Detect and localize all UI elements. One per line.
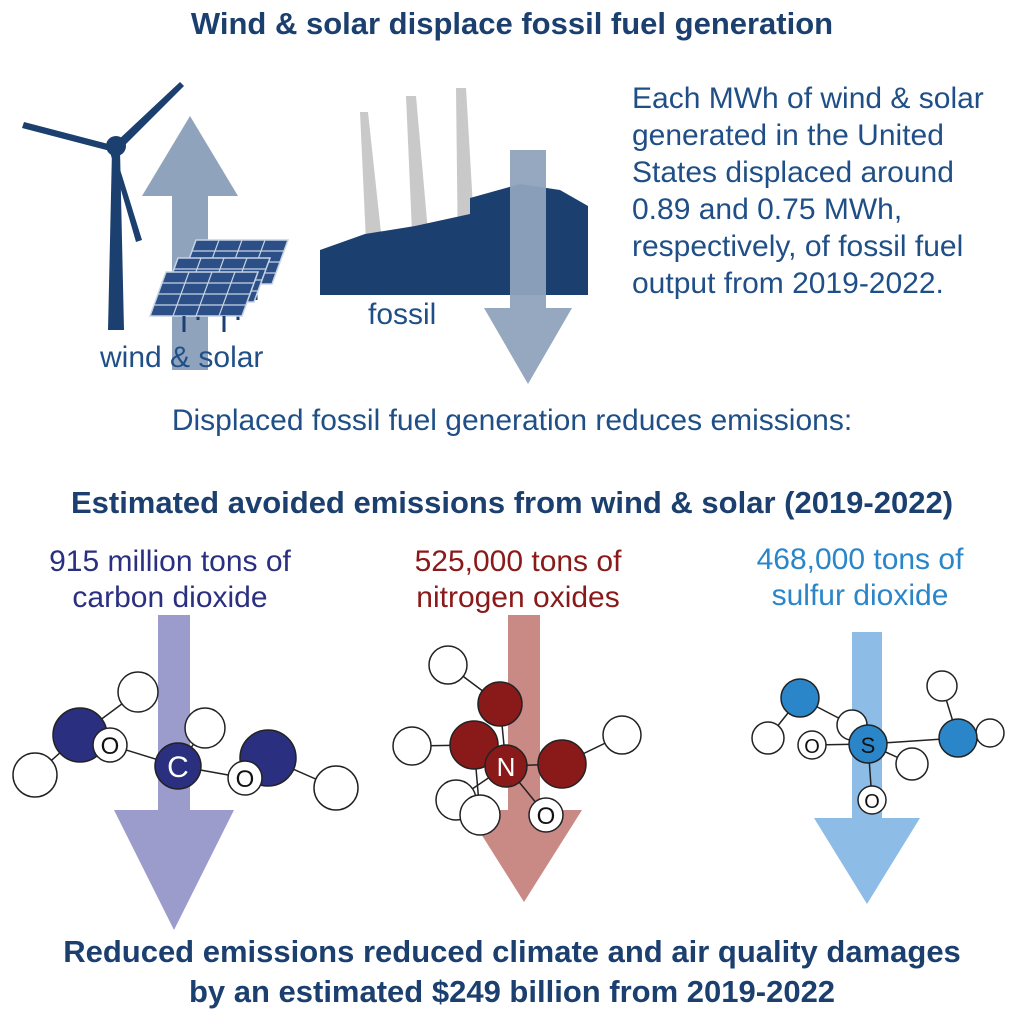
down-arrow-icon <box>484 150 572 384</box>
molecule-icon: O C O <box>12 615 359 930</box>
up-arrow-icon <box>142 116 238 370</box>
description-line: generated in the United <box>632 119 944 152</box>
emission-amount: 525,000 tons of <box>414 545 622 578</box>
emission-gas: nitrogen oxides <box>416 581 620 614</box>
atom-label: C <box>167 751 189 784</box>
description-line: respectively, of fossil fuel <box>632 230 964 263</box>
power-plant-icon <box>320 88 588 295</box>
atom-label: O <box>101 733 120 760</box>
wind-turbine-icon <box>22 82 184 330</box>
atom-label: O <box>537 803 556 830</box>
solar-panel-icon <box>148 239 290 332</box>
atom-label: O <box>236 766 255 793</box>
atom-label: S <box>861 733 876 758</box>
description: Each MWh of wind & solar generated in th… <box>632 80 1012 302</box>
description-line: States displaced around <box>632 156 954 189</box>
so2-emission-label: 468,000 tons of sulfur dioxide <box>710 542 1010 614</box>
molecule-icon: O S O <box>751 632 1005 904</box>
fossil-label: fossil <box>368 298 437 331</box>
emission-amount: 468,000 tons of <box>756 543 964 576</box>
wind-solar-label: wind & solar <box>100 341 264 374</box>
description-line: output from 2019-2022. <box>632 267 944 300</box>
intro-text: Displaced fossil fuel generation reduces… <box>171 404 853 437</box>
emission-gas: carbon dioxide <box>72 581 268 614</box>
atom-label: O <box>804 736 820 758</box>
nox-emission-label: 525,000 tons of nitrogen oxides <box>368 544 668 616</box>
co2-emission-label: 915 million tons of carbon dioxide <box>20 544 320 616</box>
atom-label: N <box>497 752 516 782</box>
section-title: Estimated avoided emissions from wind & … <box>70 485 954 520</box>
emission-gas: sulfur dioxide <box>771 579 949 612</box>
footer-line: by an estimated $249 billion from 2019-2… <box>188 974 836 1009</box>
page-title: Wind & solar displace fossil fuel genera… <box>190 6 834 41</box>
description-line: 0.89 and 0.75 MWh, <box>632 193 903 226</box>
emission-amount: 915 million tons of <box>49 545 291 578</box>
description-line: Each MWh of wind & solar <box>632 82 984 115</box>
footer-line: Reduced emissions reduced climate and ai… <box>63 934 961 969</box>
atom-label: O <box>864 791 880 813</box>
molecule-icon: N O <box>392 615 642 902</box>
